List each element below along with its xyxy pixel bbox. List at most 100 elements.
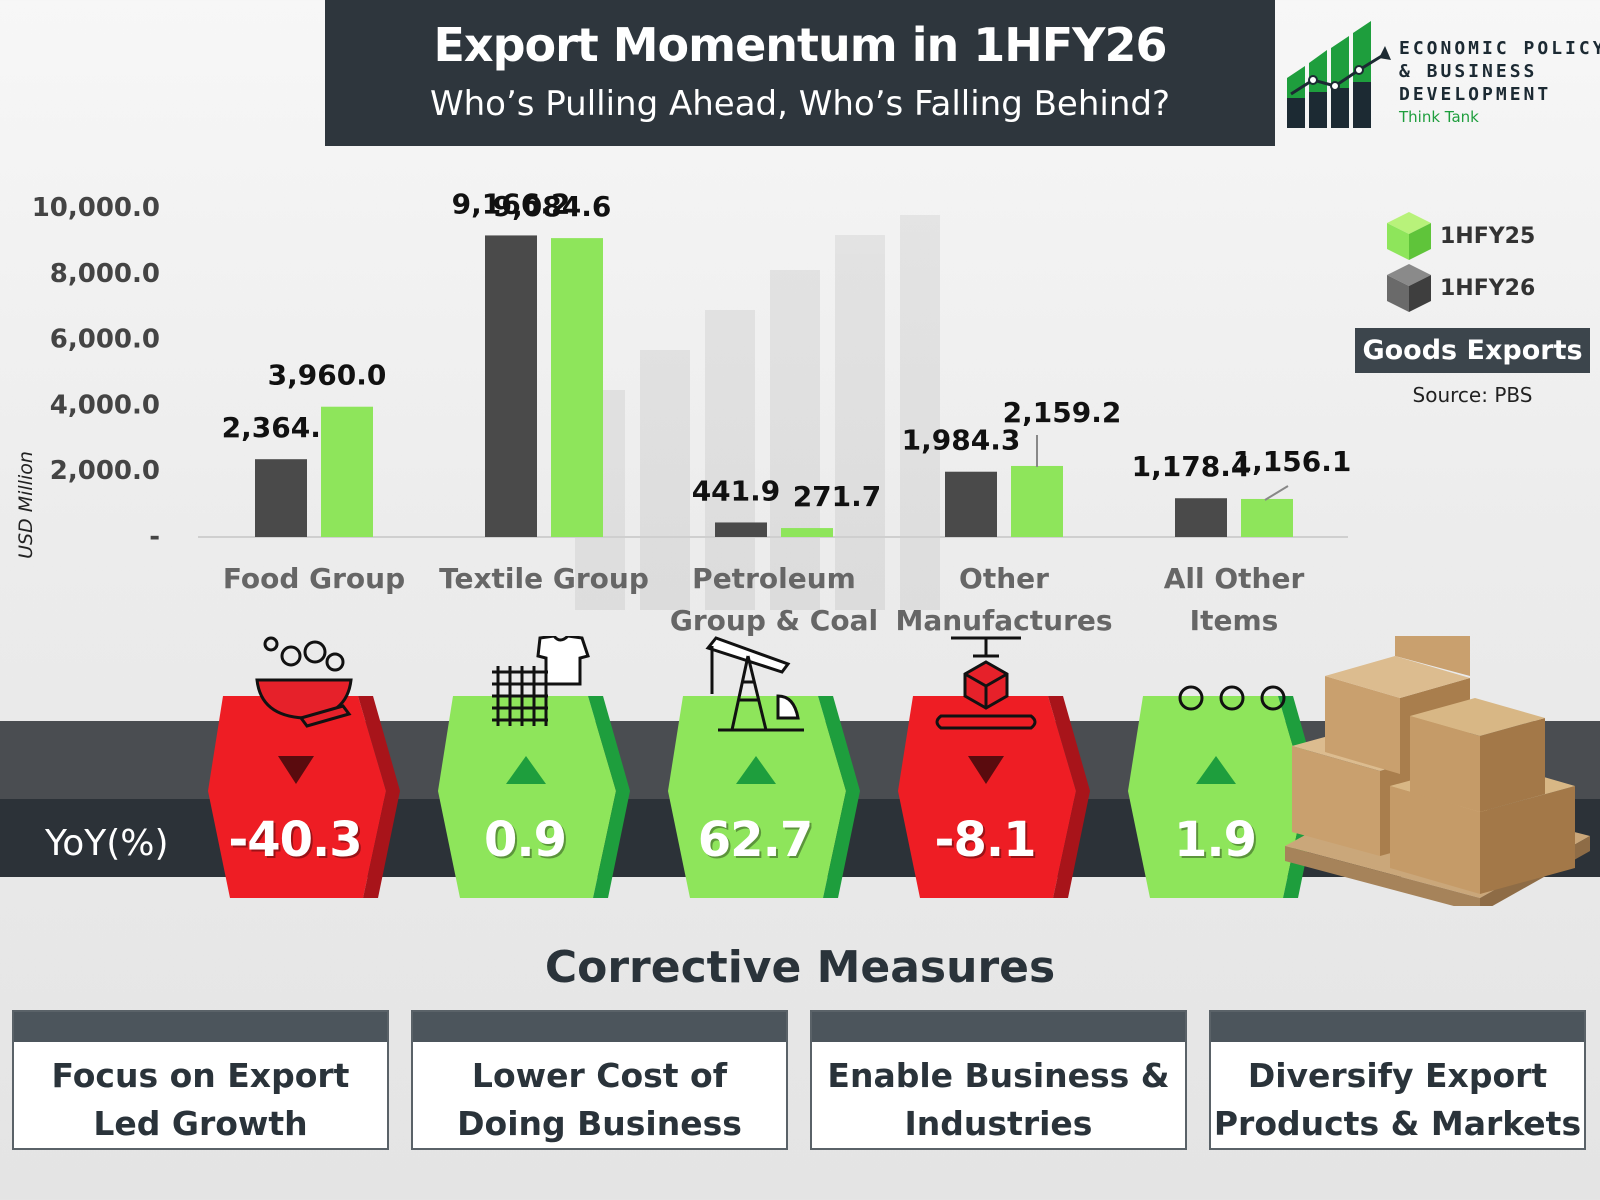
- x-tick-label: Petroleum: [692, 562, 856, 595]
- measure-card-header: [14, 1012, 387, 1042]
- yoy-value-all-other-items: 1.9: [1173, 812, 1257, 868]
- corrective-measures-title: Corrective Measures: [544, 942, 1056, 993]
- measure-line-1: Focus on Export: [51, 1056, 350, 1095]
- yoy-chevron-all-other-items: [1128, 696, 1306, 898]
- x-tick-label: Food Group: [223, 562, 405, 595]
- chevron-side: [593, 791, 630, 898]
- measure-card-text: Lower Cost of Doing Business: [413, 1052, 786, 1148]
- measure-line-1: Lower Cost of: [471, 1056, 728, 1095]
- up-arrow-icon: [1196, 756, 1236, 784]
- data-label-petroleum-group-1hfy26: 441.9: [692, 474, 781, 507]
- measure-card-text: Enable Business & Industries: [812, 1052, 1185, 1148]
- chart-watermark: [575, 215, 940, 610]
- legend-item-1hfy25: 1HFY25: [1385, 210, 1595, 260]
- manufacturing-icon: [935, 636, 1037, 730]
- page-title: Export Momentum in 1HFY26: [433, 18, 1167, 72]
- measure-card-lower-cost: Lower Cost of Doing Business: [411, 1010, 788, 1150]
- data-label-other-manufactures-1hfy26: 1,984.3: [902, 424, 1021, 457]
- measure-card-header: [413, 1012, 786, 1042]
- y-tick-label: 6,000.0: [50, 325, 160, 355]
- down-arrow-icon: [278, 756, 314, 784]
- bar-other-manufactures-1hfy26: [945, 471, 997, 537]
- x-axis-labels: Food Group Textile Group Petroleum Group & …: [223, 562, 1305, 637]
- chevron-side: [823, 791, 860, 898]
- bar-all-other-items-1hfy26: [1175, 498, 1227, 537]
- legend-label-1hfy26: 1HFY26: [1440, 276, 1536, 301]
- y-tick-label: 4,000.0: [50, 390, 160, 420]
- leader-line: [1264, 485, 1289, 501]
- legend-item-1hfy26: 1HFY26: [1385, 262, 1595, 312]
- bar-textile-group-1hfy26: [485, 235, 537, 538]
- y-axis-ticks: - 2,000.0 4,000.0 6,000.0 8,000.0 10,000.0: [32, 193, 160, 552]
- logo-tagline: Think Tank: [1399, 108, 1479, 126]
- oil-pump-icon: [705, 636, 804, 732]
- exports-bar-chart: USD Million - 2,000.0 4,000.0 6,000.0 8,000.…: [15, 187, 1352, 637]
- bar-food-group-1hfy26: [255, 459, 307, 537]
- data-label-petroleum-group-1hfy25: 271.7: [793, 480, 882, 513]
- logo-line-1: ECONOMIC POLICY: [1399, 38, 1600, 59]
- measure-line-2: Industries: [904, 1104, 1093, 1143]
- data-label-all-other-items-1hfy26: 1,178.4: [1132, 450, 1251, 483]
- data-label-food-group-1hfy26: 2,364.6: [222, 411, 341, 444]
- yoy-label: YoY(%): [45, 823, 169, 864]
- up-arrow-icon: [736, 756, 776, 784]
- measure-card-diversify-exports: Diversify Export Products & Markets: [1209, 1010, 1586, 1150]
- data-label-food-group-1hfy25: 3,960.0: [268, 359, 387, 392]
- x-tick-label: Group & Coal: [670, 604, 878, 637]
- legend-label-1hfy25: 1HFY25: [1440, 224, 1536, 249]
- bar-textile-group-1hfy25: [551, 238, 603, 537]
- yoy-band: [0, 636, 1600, 906]
- up-arrow-icon: [506, 756, 546, 784]
- bar-petroleum-group-1hfy25: [781, 528, 833, 537]
- yoy-value-food-group: -40.3: [228, 812, 362, 868]
- measure-card-text: Diversify Export Products & Markets: [1211, 1052, 1584, 1148]
- chevron-side: [363, 791, 400, 898]
- x-tick-label: Other: [959, 562, 1049, 595]
- yoy-chevron-petroleum-group: [668, 696, 846, 898]
- source-note: Source: PBS: [1412, 383, 1533, 407]
- chevron-side: [818, 696, 860, 791]
- goods-exports-badge: Goods Exports: [1355, 328, 1590, 373]
- measure-line-1: Diversify Export: [1247, 1056, 1548, 1095]
- header-banner: Export Momentum in 1HFY26 Who’s Pulling …: [325, 0, 1275, 146]
- y-tick-label: 8,000.0: [50, 259, 160, 289]
- x-tick-label: Items: [1190, 604, 1279, 637]
- measure-line-1: Enable Business &: [827, 1056, 1170, 1095]
- cardboard-boxes-pallet-icon: [1285, 636, 1590, 906]
- chevron-side: [1053, 791, 1090, 898]
- textile-icon: [492, 636, 590, 726]
- more-dots-icon: [1178, 685, 1286, 711]
- yoy-chevron-food-group: [208, 696, 386, 898]
- yoy-chevrons: [208, 696, 1320, 898]
- bar-petroleum-group-1hfy26: [715, 522, 767, 537]
- bar-food-group-1hfy25: [321, 406, 373, 537]
- measure-card-text: Focus on Export Led Growth: [14, 1052, 387, 1148]
- x-tick-label: Textile Group: [439, 562, 649, 595]
- measure-line-2: Doing Business: [457, 1104, 742, 1143]
- yoy-value-other-manufactures: -8.1: [934, 812, 1037, 868]
- food-bowl-icon: [255, 636, 353, 728]
- measure-card-enable-business: Enable Business & Industries: [810, 1010, 1187, 1150]
- y-tick-label: 10,000.0: [32, 193, 160, 223]
- data-label-other-manufactures-1hfy25: 2,159.2: [1003, 396, 1122, 429]
- bar-other-manufactures-1hfy25: [1011, 465, 1063, 537]
- data-label-textile-group-1hfy25: 9,084.6: [493, 190, 612, 223]
- gray-cube-icon: [1387, 264, 1431, 312]
- bars-group: 2,364.6 9,166.2 441.9 1,984.3 1,178.4 3,960.0…: [222, 187, 1352, 538]
- down-arrow-icon: [968, 756, 1004, 784]
- measure-card-header: [1211, 1012, 1584, 1042]
- logo-line-3: DEVELOPMENT: [1399, 84, 1552, 105]
- chevron-side: [588, 696, 630, 791]
- bar-all-other-items-1hfy25: [1241, 498, 1293, 537]
- y-tick-label: 2,000.0: [50, 456, 160, 486]
- data-label-all-other-items-1hfy25: 1,156.1: [1233, 445, 1352, 478]
- yoy-chevron-textile-group: [438, 696, 616, 898]
- yoy-value-textile-group: 0.9: [483, 812, 567, 868]
- measure-line-2: Led Growth: [93, 1104, 308, 1143]
- logo-line-2: & BUSINESS: [1399, 61, 1538, 82]
- chevron-side: [358, 696, 400, 791]
- yoy-chevron-other-manufactures: [898, 696, 1076, 898]
- think-tank-logo: ECONOMIC POLICY & BUSINESS DEVELOPMENT T…: [1285, 18, 1600, 133]
- page-subtitle: Who’s Pulling Ahead, Who’s Falling Behin…: [429, 84, 1171, 124]
- data-label-textile-group-1hfy26: 9,166.2: [452, 187, 571, 220]
